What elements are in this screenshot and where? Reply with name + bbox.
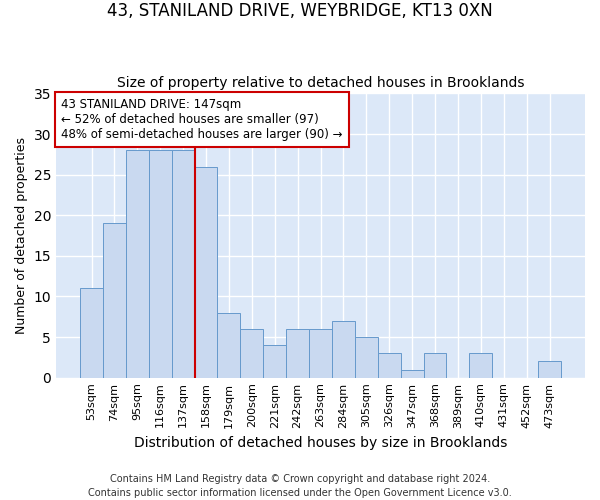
Bar <box>172 150 194 378</box>
Bar <box>538 362 561 378</box>
Bar <box>194 166 217 378</box>
Text: Contains HM Land Registry data © Crown copyright and database right 2024.
Contai: Contains HM Land Registry data © Crown c… <box>88 474 512 498</box>
Bar <box>126 150 149 378</box>
Bar <box>217 312 241 378</box>
Bar <box>378 354 401 378</box>
Text: 43 STANILAND DRIVE: 147sqm
← 52% of detached houses are smaller (97)
48% of semi: 43 STANILAND DRIVE: 147sqm ← 52% of deta… <box>61 98 343 140</box>
Bar <box>241 329 263 378</box>
Bar <box>263 345 286 378</box>
Bar <box>149 150 172 378</box>
Bar <box>424 354 446 378</box>
Bar <box>286 329 309 378</box>
Bar <box>332 321 355 378</box>
Bar <box>103 224 126 378</box>
Bar <box>80 288 103 378</box>
Bar <box>401 370 424 378</box>
Title: Size of property relative to detached houses in Brooklands: Size of property relative to detached ho… <box>117 76 524 90</box>
Bar <box>309 329 332 378</box>
X-axis label: Distribution of detached houses by size in Brooklands: Distribution of detached houses by size … <box>134 436 507 450</box>
Y-axis label: Number of detached properties: Number of detached properties <box>15 137 28 334</box>
Bar <box>469 354 492 378</box>
Bar <box>355 337 378 378</box>
Text: 43, STANILAND DRIVE, WEYBRIDGE, KT13 0XN: 43, STANILAND DRIVE, WEYBRIDGE, KT13 0XN <box>107 2 493 21</box>
